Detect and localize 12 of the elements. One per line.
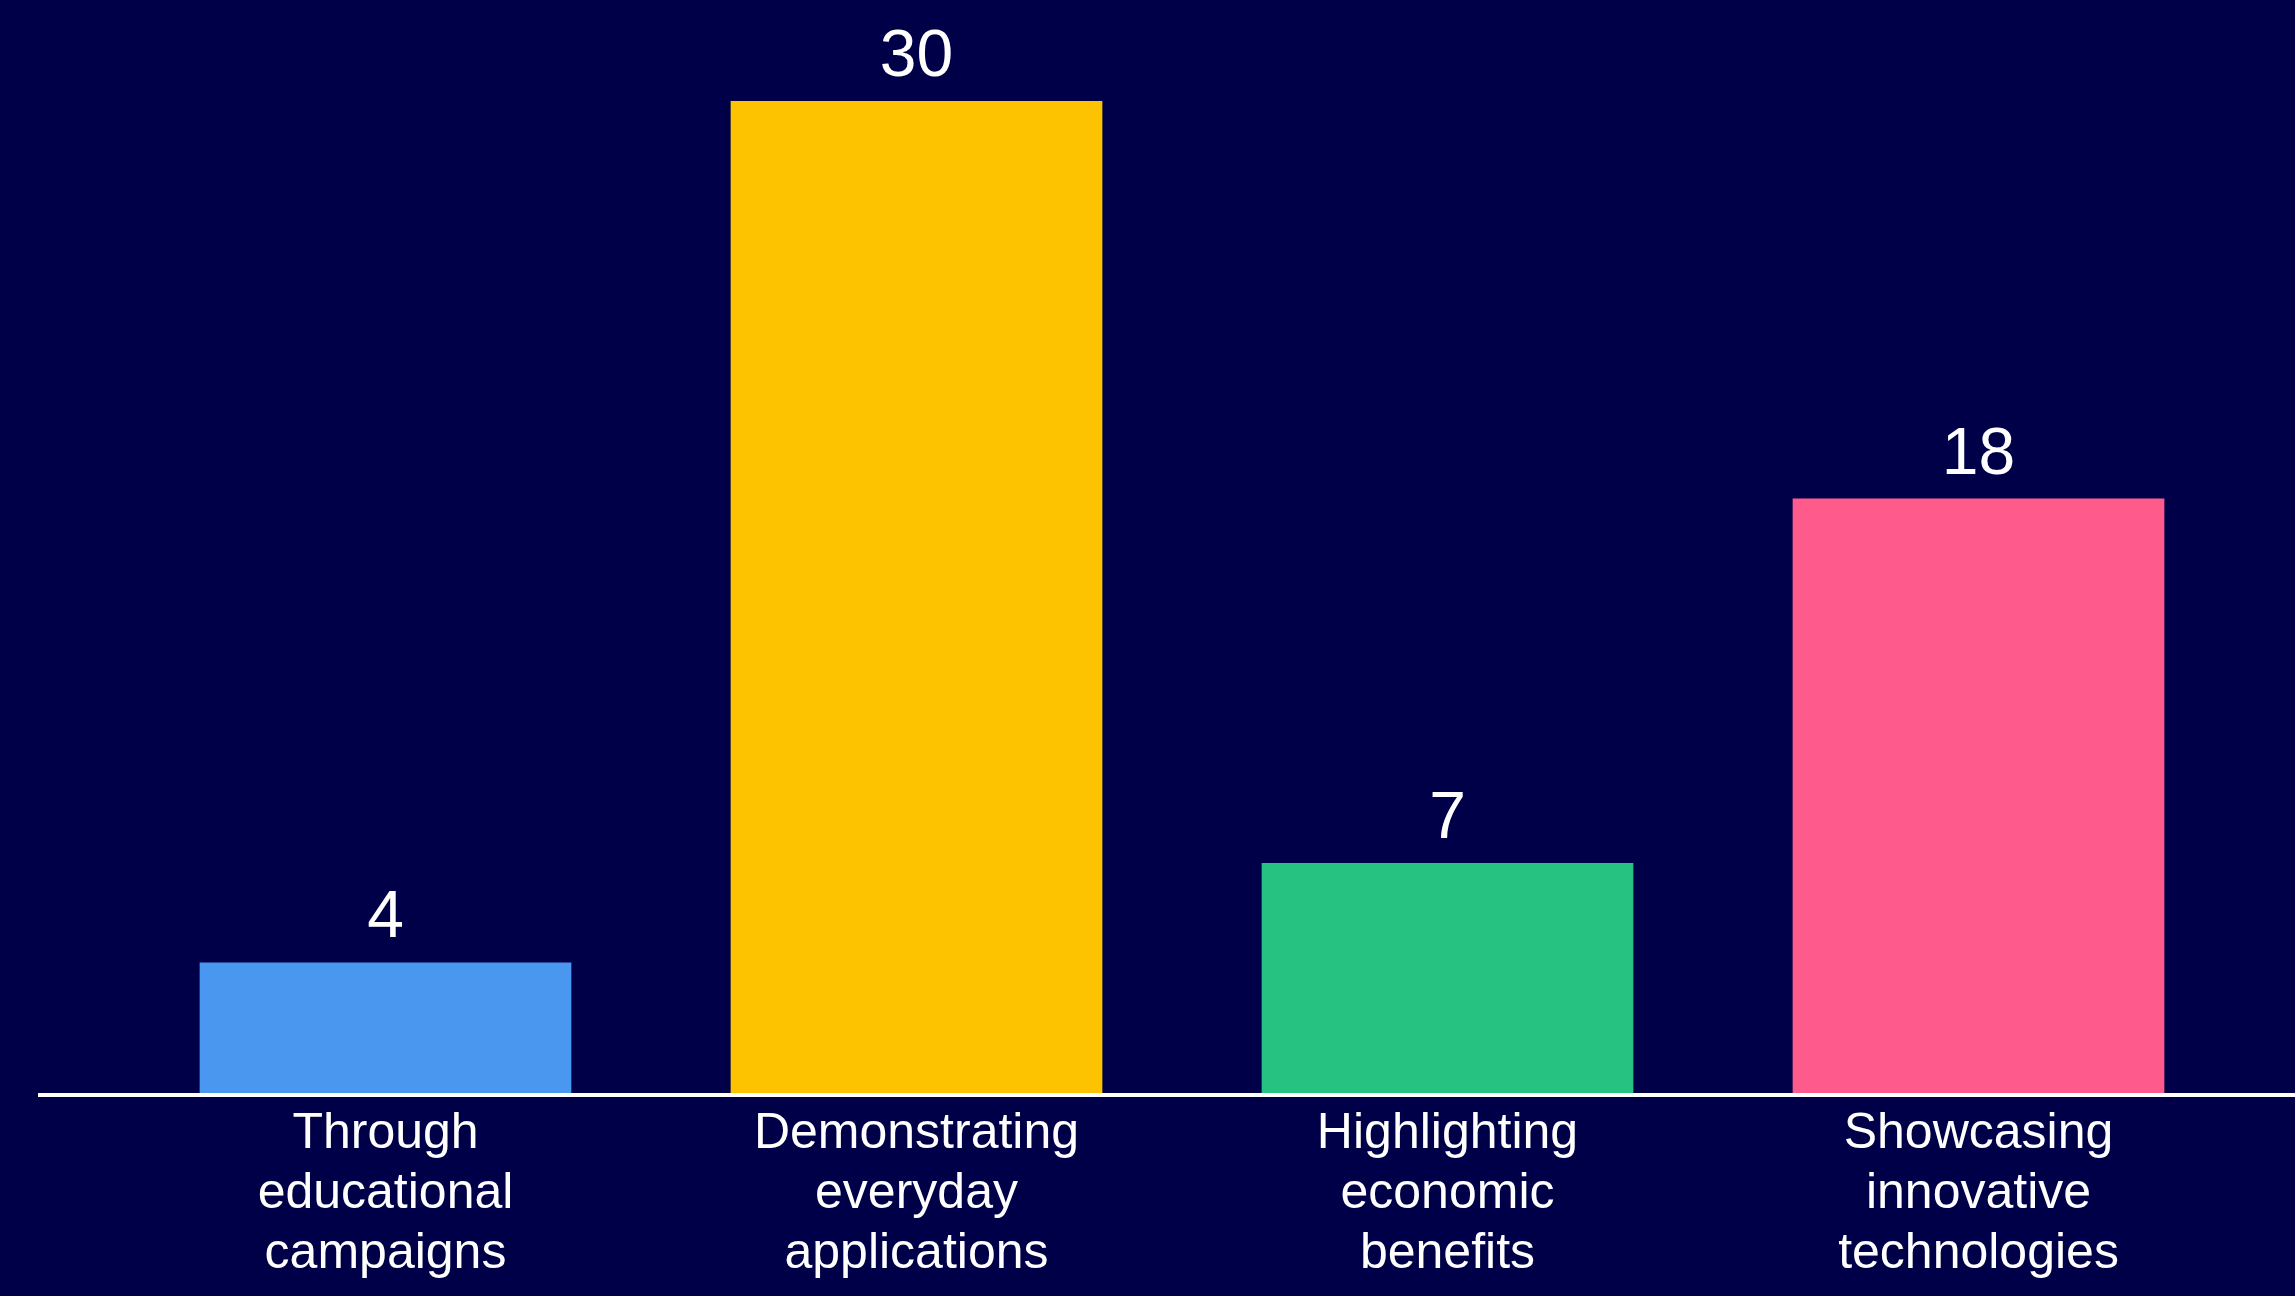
data-label: 30	[879, 16, 954, 90]
x-tick-label: Demonstrating everyday applications	[753, 1102, 1080, 1279]
bar	[1261, 863, 1634, 1095]
x-tick-label: Highlighting economic benefits	[1316, 1102, 1579, 1279]
x-tick-label: Through educational campaigns	[257, 1102, 514, 1279]
bar	[730, 101, 1103, 1095]
x-tick-label: Showcasing innovative technologies	[1838, 1102, 2119, 1279]
bar	[1792, 498, 2165, 1095]
data-label: 7	[1429, 778, 1466, 853]
data-label: 18	[1941, 413, 2016, 488]
data-label: 4	[367, 877, 404, 952]
bar	[199, 962, 572, 1095]
